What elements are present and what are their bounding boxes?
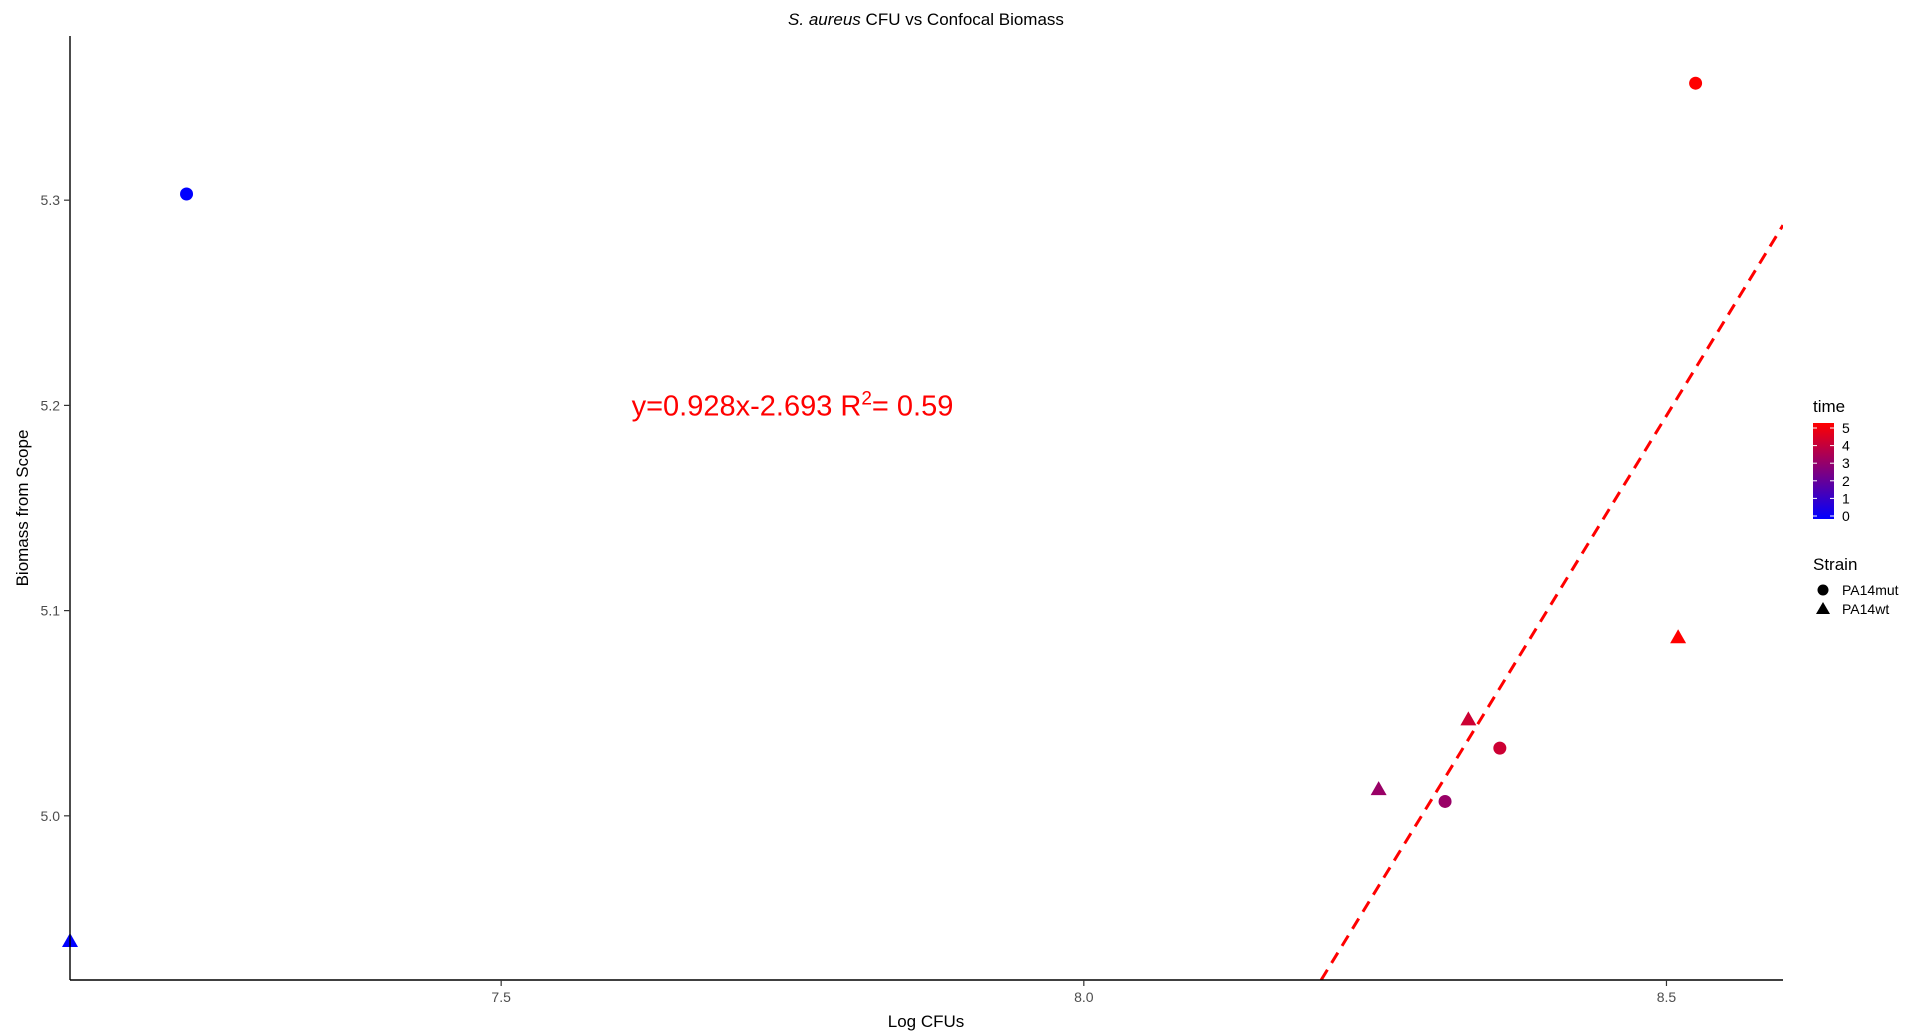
colorbar-label: 2 — [1842, 473, 1850, 489]
annotation-suffix: = 0.59 — [872, 390, 953, 422]
legend-strain-label: PA14wt — [1842, 601, 1889, 617]
data-point-triangle — [1460, 711, 1477, 726]
data-point-triangle — [1670, 629, 1687, 644]
x-tick-label: 8.0 — [1074, 989, 1094, 1005]
colorbar-label: 1 — [1842, 490, 1850, 506]
data-point-triangle — [1370, 781, 1387, 796]
annotation-prefix: y=0.928x-2.693 R — [632, 390, 862, 422]
colorbar-label: 3 — [1842, 455, 1850, 471]
legend-strain-title: Strain — [1813, 555, 1857, 574]
data-point-circle — [1493, 741, 1507, 755]
legend-time-title: time — [1813, 397, 1845, 416]
data-point-circle — [180, 187, 194, 201]
colorbar-label: 0 — [1842, 508, 1850, 524]
y-tick-label: 5.3 — [41, 192, 61, 208]
y-tick-label: 5.2 — [41, 397, 61, 413]
legend-circle-key — [1817, 584, 1829, 596]
chart-title-italic: S. aureus — [788, 10, 861, 29]
colorbar-label: 4 — [1842, 438, 1850, 454]
legend-time: time 5 43 21 0 — [1813, 397, 1850, 524]
chart-title: S. aureus CFU vs Confocal Biomass — [788, 10, 1064, 29]
annotation-superscript: 2 — [861, 388, 872, 409]
data-point-circle — [1438, 794, 1452, 808]
colorbar-label: 5 — [1842, 420, 1850, 436]
chart-title-rest: CFU vs Confocal Biomass — [861, 10, 1064, 29]
y-tick-label: 5.0 — [41, 808, 61, 824]
legend-strain-label: PA14mut — [1842, 582, 1899, 598]
y-tick-label: 5.1 — [41, 603, 61, 619]
x-tick-label: 7.5 — [491, 989, 511, 1005]
legend-strain: Strain PA14mut PA14wt — [1813, 555, 1899, 617]
y-axis-title: Biomass from Scope — [13, 430, 32, 587]
regression-annotation: y=0.928x-2.693 R2= 0.59 — [632, 388, 954, 422]
legend-triangle-key — [1816, 602, 1830, 614]
data-point-circle — [1689, 76, 1703, 90]
legend-colorbar — [1813, 423, 1834, 519]
x-axis-title: Log CFUs — [888, 1012, 965, 1031]
x-tick-label: 8.5 — [1657, 989, 1677, 1005]
regression-line — [1319, 224, 1783, 980]
